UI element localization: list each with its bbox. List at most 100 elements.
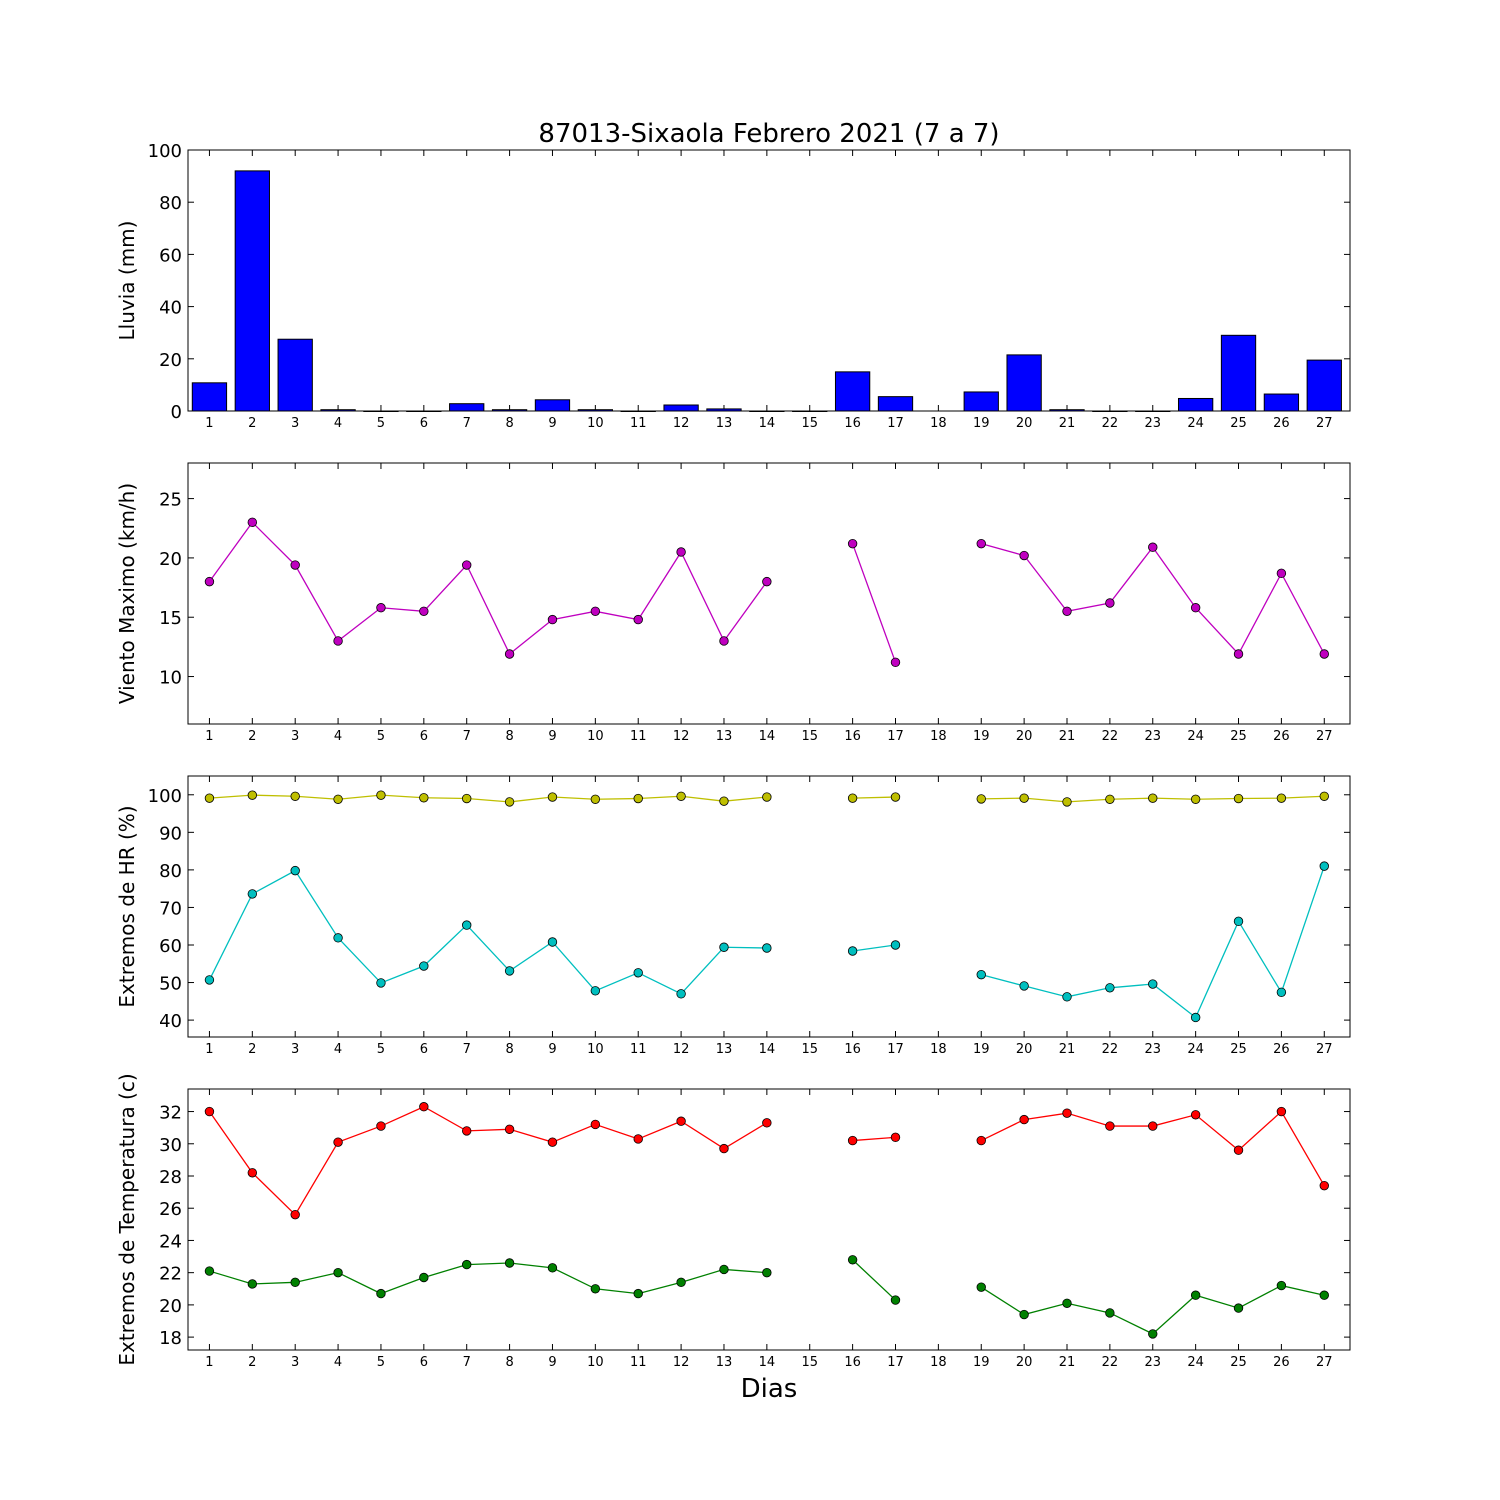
wind-ytick-label: 25 xyxy=(159,490,182,511)
wind-xtick-label: 9 xyxy=(548,729,556,744)
temperature-series-0-point xyxy=(890,1132,901,1143)
rain-y-axis-label: Lluvia (mm) xyxy=(115,221,139,341)
humidity-series-0-point xyxy=(676,791,686,801)
wind-series-0-point xyxy=(1319,649,1329,659)
rain-bar xyxy=(1049,409,1085,412)
humidity-series-1-point xyxy=(1105,983,1115,993)
humidity-series-1-point xyxy=(976,969,986,980)
rain-bar xyxy=(1263,393,1300,412)
humidity-series-0-point xyxy=(462,793,472,804)
temperature-xtick-label: 15 xyxy=(801,1355,818,1370)
rain-xtick-label: 2 xyxy=(248,416,256,431)
wind-series-0-point xyxy=(719,636,729,646)
rain-bar xyxy=(406,410,442,412)
humidity-xtick-label: 2 xyxy=(248,1042,256,1057)
wind-series-0-point xyxy=(504,649,515,659)
temperature-series-0-point xyxy=(1319,1180,1329,1191)
temperature-xtick-label: 3 xyxy=(291,1355,299,1370)
wind-xtick-label: 13 xyxy=(716,729,733,744)
rain-xtick-label: 27 xyxy=(1316,416,1333,431)
humidity-series-1-point xyxy=(1276,987,1287,998)
temperature-series-1-point xyxy=(676,1277,686,1288)
temperature-ytick-label: 24 xyxy=(159,1231,182,1252)
humidity-series-1-point xyxy=(1019,981,1029,991)
wind-series-0-point xyxy=(590,606,601,616)
wind-series-0-point xyxy=(1276,568,1287,579)
rain-bar xyxy=(792,410,828,412)
wind-xtick-label: 8 xyxy=(505,729,513,744)
humidity-series-1-line xyxy=(208,865,1325,1019)
humidity-series-1-point xyxy=(290,865,300,876)
temperature-xtick-label: 20 xyxy=(1016,1355,1033,1370)
temperature-series-0-point xyxy=(419,1102,429,1112)
temperature-series-0-point xyxy=(1062,1108,1072,1118)
humidity-xtick-label: 27 xyxy=(1316,1042,1333,1057)
rain-xtick-label: 19 xyxy=(973,416,990,431)
chart-title: 87013-Sixaola Febrero 2021 (7 a 7) xyxy=(538,119,999,149)
temperature-series-0-point xyxy=(762,1118,772,1128)
humidity-series-1-point xyxy=(890,940,901,950)
humidity-xtick-label: 16 xyxy=(844,1042,861,1057)
humidity-ytick-label: 80 xyxy=(159,861,182,882)
humidity-series-1-point xyxy=(204,975,215,985)
temperature-xtick-label: 26 xyxy=(1273,1355,1290,1370)
temperature-series-1-point xyxy=(1105,1308,1115,1318)
temperature-xtick-label: 5 xyxy=(377,1355,385,1370)
wind-series-0-point xyxy=(890,657,901,668)
temperature-series-1-point xyxy=(762,1267,772,1278)
rain-ytick-label: 60 xyxy=(159,245,182,266)
humidity-series-0-point xyxy=(204,793,215,803)
humidity-ytick-label: 60 xyxy=(159,936,182,957)
rain-bar xyxy=(1135,410,1171,412)
temperature-series-0-point xyxy=(1019,1114,1029,1125)
humidity-series-1-point xyxy=(419,961,429,971)
wind-xtick-label: 15 xyxy=(801,729,818,744)
rain-bar xyxy=(577,409,613,412)
humidity-ytick-label: 100 xyxy=(148,786,182,807)
rain-ytick-label: 80 xyxy=(159,193,182,214)
temperature-xtick-label: 23 xyxy=(1144,1355,1161,1370)
temperature-plot-frame xyxy=(187,1088,1351,1351)
humidity-series-0-point xyxy=(1105,794,1115,804)
rain-bar xyxy=(963,391,999,412)
humidity-series-0-point xyxy=(1148,793,1158,803)
temperature-series-1-point xyxy=(290,1277,300,1288)
temperature-series-1-point xyxy=(1062,1298,1072,1308)
temperature-series-0-point xyxy=(676,1116,686,1126)
rain-xtick-label: 16 xyxy=(844,416,861,431)
rain-xtick-label: 21 xyxy=(1059,416,1076,431)
temperature-series-0-point xyxy=(1148,1121,1158,1131)
wind-xtick-label: 25 xyxy=(1230,729,1247,744)
temperature-series-1-point xyxy=(1148,1329,1158,1339)
temperature-xtick-label: 13 xyxy=(716,1355,733,1370)
temperature-xtick-label: 11 xyxy=(630,1355,647,1370)
humidity-xtick-label: 21 xyxy=(1059,1042,1076,1057)
temperature-series-0-point xyxy=(376,1121,386,1131)
humidity-y-axis-label: Extremos de HR (%) xyxy=(115,805,139,1007)
humidity-series-1-point xyxy=(547,937,558,947)
temperature-ytick-label: 22 xyxy=(159,1264,182,1285)
rain-xtick-label: 17 xyxy=(887,416,904,431)
temperature-xtick-label: 21 xyxy=(1059,1355,1076,1370)
rain-bar xyxy=(706,408,742,412)
wind-xtick-label: 2 xyxy=(248,729,256,744)
wind-xtick-label: 3 xyxy=(291,729,299,744)
wind-ytick-label: 15 xyxy=(159,608,182,629)
temperature-xtick-label: 25 xyxy=(1230,1355,1247,1370)
humidity-series-0-point xyxy=(290,791,300,801)
temperature-xtick-label: 16 xyxy=(844,1355,861,1370)
wind-plot-frame xyxy=(187,462,1351,725)
humidity-series-0-point xyxy=(590,794,601,804)
humidity-series-1-point xyxy=(376,978,386,988)
rain-ytick-label: 100 xyxy=(148,141,182,162)
humidity-xtick-label: 19 xyxy=(973,1042,990,1057)
humidity-xtick-label: 14 xyxy=(759,1042,776,1057)
wind-xtick-label: 1 xyxy=(205,729,213,744)
humidity-xtick-label: 4 xyxy=(334,1042,342,1057)
wind-series-0-point xyxy=(1148,542,1158,552)
temperature-series-0-point xyxy=(462,1126,472,1136)
temperature-xtick-label: 9 xyxy=(548,1355,556,1370)
rain-xtick-label: 20 xyxy=(1016,416,1033,431)
